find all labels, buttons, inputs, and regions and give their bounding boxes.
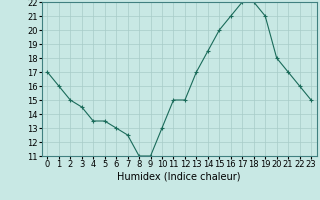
X-axis label: Humidex (Indice chaleur): Humidex (Indice chaleur) — [117, 172, 241, 182]
